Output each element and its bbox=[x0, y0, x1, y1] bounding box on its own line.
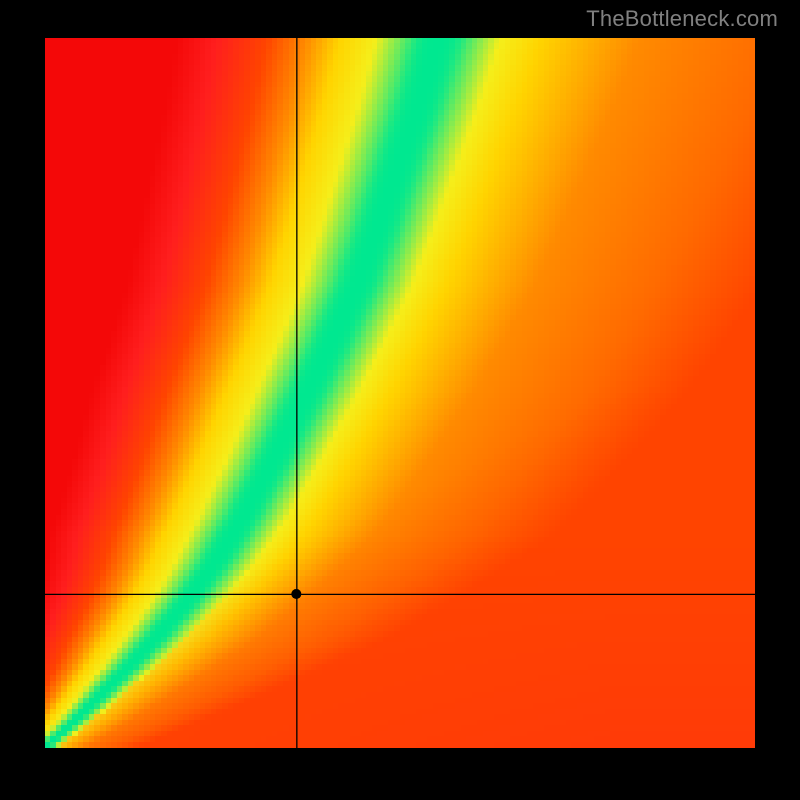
watermark-text: TheBottleneck.com bbox=[586, 6, 778, 32]
bottleneck-heatmap bbox=[45, 38, 755, 748]
